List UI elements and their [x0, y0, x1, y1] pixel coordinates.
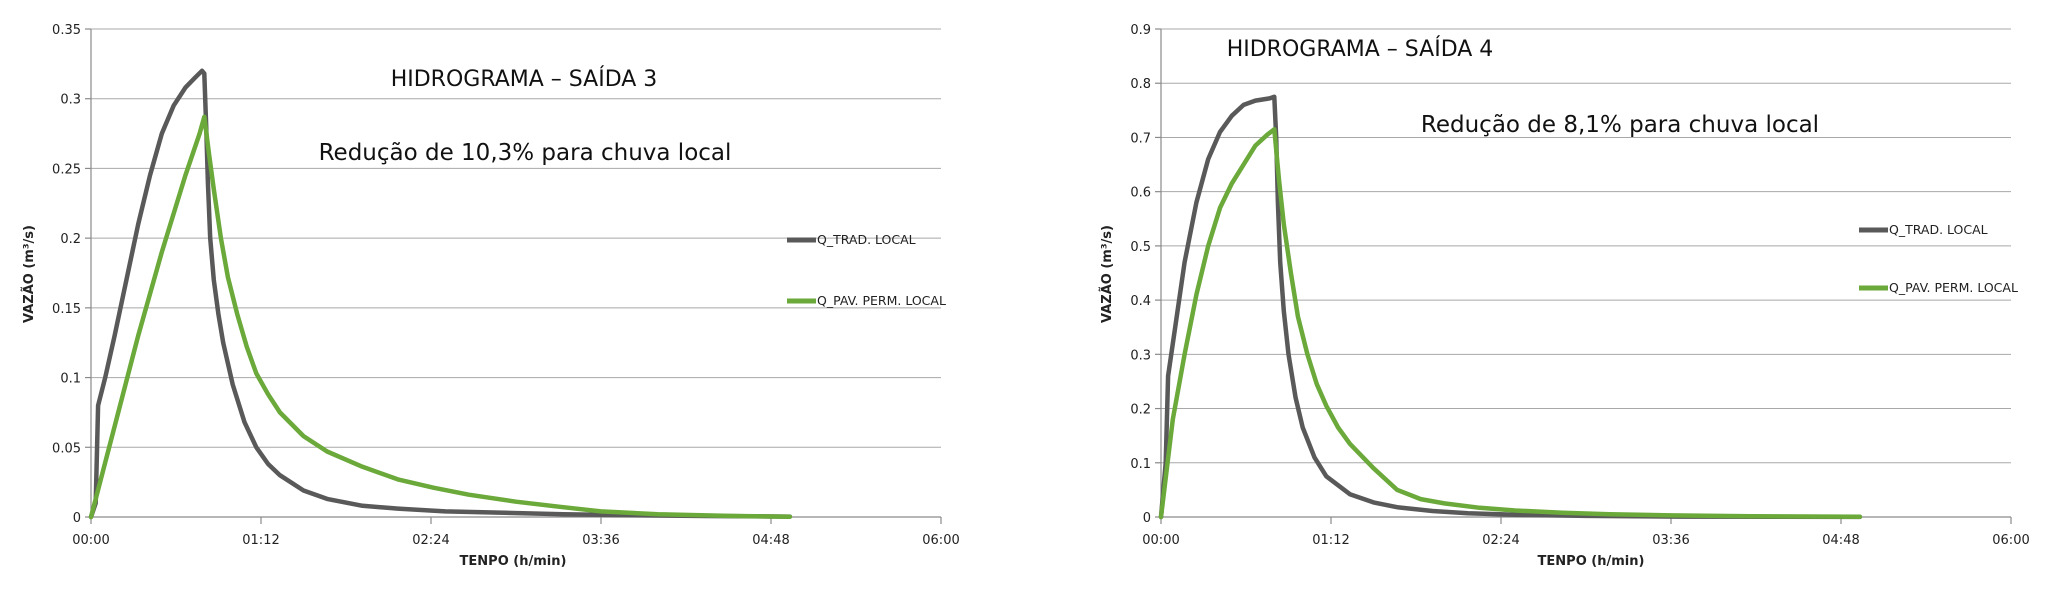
chart-title: HIDROGRAMA – SAÍDA 4: [1227, 36, 1494, 62]
legend-label: Q_PAV. PERM. LOCAL: [817, 293, 946, 308]
x-tick-label: 01:12: [242, 533, 279, 548]
chart-panel-saida-3: 0 0.05 0.1 0.15 0.2 0.25 0.3 0.35 00:00 01:12 02:2…: [21, 23, 960, 569]
y-axis-title: VAZÃO (m³/s): [21, 225, 37, 323]
y-tick-label: 0.3: [1130, 348, 1151, 363]
legend-label: Q_PAV. PERM. LOCAL: [1889, 280, 2018, 295]
chart-panel-saida-4: 0 0.1 0.2 0.3 0.4 0.5 0.6 0.7 0.8 0.9 00:00 01:12 02…: [1031, 0, 2062, 593]
x-tick-label: 03:36: [1652, 533, 1689, 548]
y-tick-label: 0.3: [60, 93, 81, 108]
x-tick-label: 02:24: [1482, 533, 1519, 548]
x-tick-label: 03:36: [582, 533, 619, 548]
hydrograph-chart-saida-4: 0 0.1 0.2 0.3 0.4 0.5 0.6 0.7 0.8 0.9 00:00 01:12 02…: [1099, 23, 2030, 569]
y-tick-label: 0.2: [1130, 403, 1151, 418]
y-tick-label: 0.5: [1130, 240, 1151, 255]
y-tick-label: 0.8: [1130, 77, 1151, 92]
y-tick-label: 0.1: [60, 372, 81, 387]
x-tick-label: 02:24: [412, 533, 449, 548]
x-tick-label: 00:00: [72, 533, 109, 548]
y-tick-label: 0.15: [52, 302, 81, 317]
chart-subtitle: Redução de 10,3% para chuva local: [319, 140, 732, 166]
x-tick-label: 01:12: [1312, 533, 1349, 548]
x-tick-label: 04:48: [1822, 533, 1859, 548]
y-tick-label: 0.1: [1130, 457, 1151, 472]
y-tick-label: 0.05: [52, 441, 81, 456]
legend: Q_TRAD. LOCAL Q_PAV. PERM. LOCAL: [1859, 222, 2018, 295]
y-tick-label: 0.7: [1130, 131, 1151, 146]
chart-subtitle: Redução de 8,1% para chuva local: [1421, 112, 1819, 138]
y-tick-label: 0.9: [1130, 23, 1151, 38]
legend-item-q-trad-local: Q_TRAD. LOCAL: [787, 232, 916, 247]
legend: Q_TRAD. LOCAL Q_PAV. PERM. LOCAL: [787, 232, 946, 308]
series-line-q-pav-perm-local: [1158, 127, 1863, 520]
x-tick-label: 06:00: [922, 533, 959, 548]
y-axis-title: VAZÃO (m³/s): [1099, 225, 1115, 323]
x-axis-title: TENPO (h/min): [460, 554, 567, 569]
x-axis-title: TENPO (h/min): [1538, 554, 1645, 569]
legend-item-q-pav-perm-local: Q_PAV. PERM. LOCAL: [1859, 280, 2018, 295]
legend-label: Q_TRAD. LOCAL: [1889, 222, 1988, 237]
legend-item-q-trad-local: Q_TRAD. LOCAL: [1859, 222, 1988, 237]
y-tick-label: 0.4: [1130, 294, 1151, 309]
y-tick-label: 0: [1143, 511, 1151, 526]
series-line-q-pav-perm-local: [88, 114, 793, 520]
series-line-q-trad-local: [1158, 94, 1863, 520]
y-tick-label: 0.2: [60, 232, 81, 247]
hydrograph-chart-saida-3: 0 0.05 0.1 0.15 0.2 0.25 0.3 0.35 00:00 01:12 02:2…: [21, 23, 960, 569]
y-tick-label: 0: [73, 511, 81, 526]
y-tick-label: 0.35: [52, 23, 81, 38]
chart-title: HIDROGRAMA – SAÍDA 3: [391, 66, 658, 92]
y-tick-label: 0.6: [1130, 186, 1151, 201]
legend-label: Q_TRAD. LOCAL: [817, 232, 916, 247]
legend-item-q-pav-perm-local: Q_PAV. PERM. LOCAL: [787, 293, 946, 308]
x-tick-label: 06:00: [1992, 533, 2029, 548]
series-line-q-trad-local: [88, 68, 793, 520]
x-tick-label: 00:00: [1142, 533, 1179, 548]
x-tick-label: 04:48: [752, 533, 789, 548]
y-tick-label: 0.25: [52, 162, 81, 177]
